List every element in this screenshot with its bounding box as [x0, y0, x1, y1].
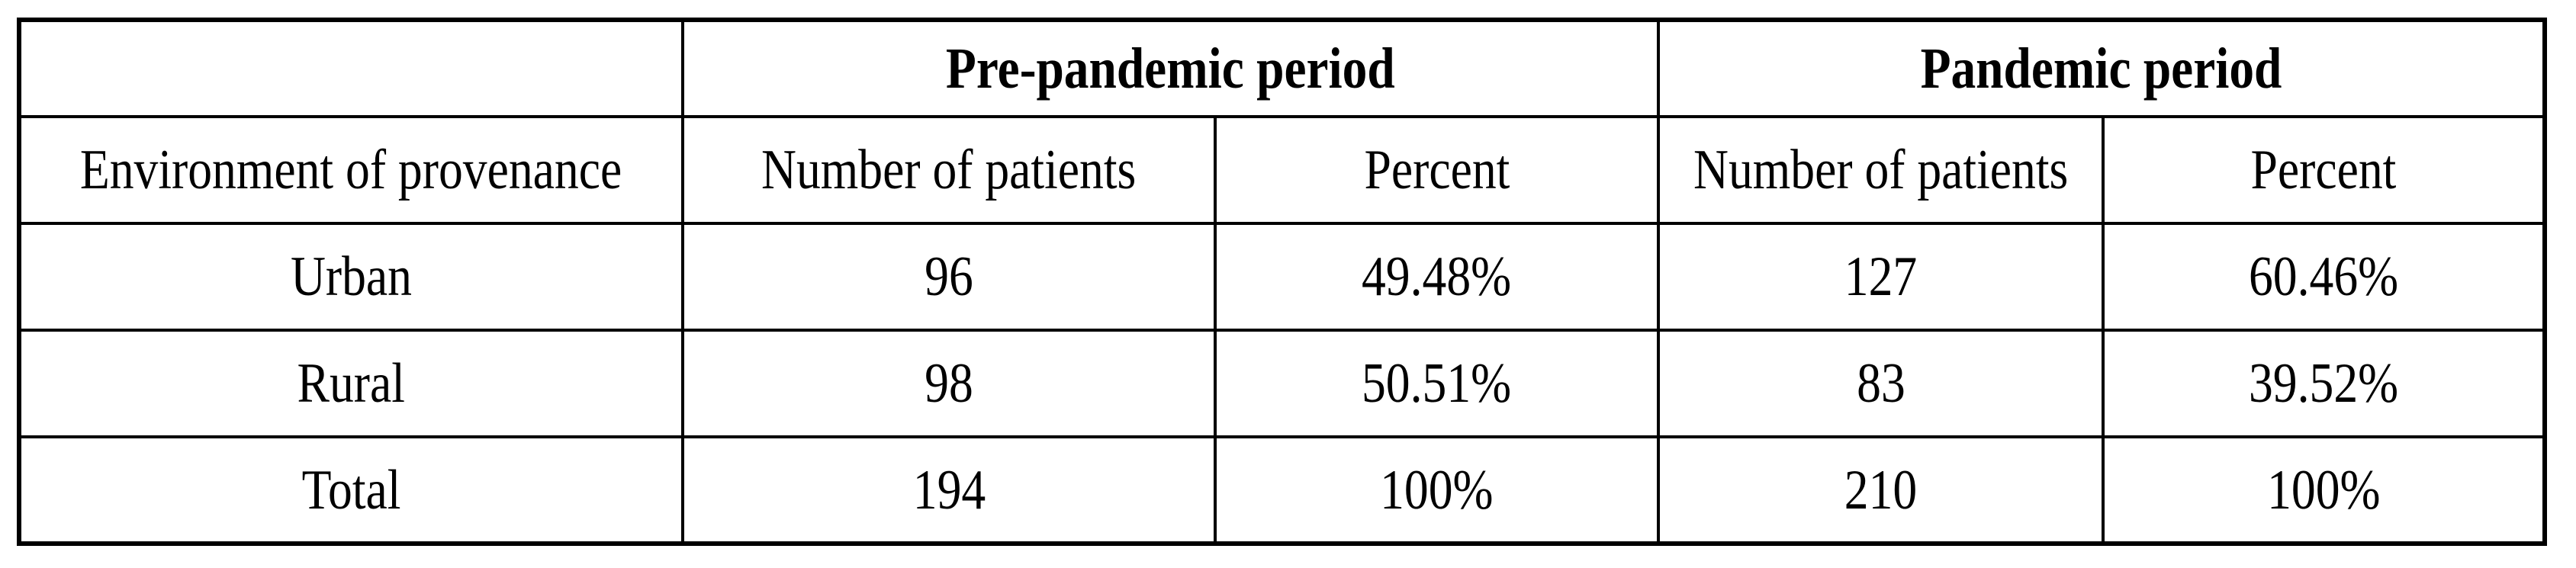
- subheader-label: Percent: [1364, 139, 1510, 201]
- data-cell: 98: [681, 329, 1217, 438]
- row-label: Rural: [297, 352, 406, 415]
- column-group-cell-pre-pandemic: Pre-pandemic period: [680, 18, 1661, 118]
- subheader-label: Number of patients: [761, 139, 1137, 201]
- corner-cell: [18, 18, 684, 118]
- row-header-title-cell: Environment of provenance: [18, 115, 684, 225]
- column-group-header-row: Pre-pandemic period Pandemic period: [18, 18, 2547, 118]
- data-value: 194: [912, 458, 986, 521]
- subheader-cell-pre-number: Number of patients: [681, 115, 1217, 225]
- data-cell: 96: [681, 222, 1217, 332]
- data-value: 100%: [1380, 458, 1494, 521]
- data-value: 100%: [2266, 458, 2381, 521]
- row-label-cell: Rural: [18, 329, 684, 438]
- subheader-label: Percent: [2250, 139, 2397, 201]
- data-value: 39.52%: [2248, 352, 2399, 415]
- column-group-cell-pandemic: Pandemic period: [1657, 18, 2547, 118]
- data-cell: 194: [681, 435, 1217, 545]
- subheader-cell-pan-number: Number of patients: [1657, 115, 2105, 225]
- subheader-cell-pre-percent: Percent: [1213, 115, 1661, 225]
- row-label: Total: [301, 458, 401, 521]
- data-value: 49.48%: [1362, 245, 1512, 308]
- data-cell: 49.48%: [1213, 222, 1661, 332]
- data-cell: 210: [1657, 435, 2105, 545]
- subheader-cell-pan-percent: Percent: [2102, 115, 2547, 225]
- data-value: 98: [925, 352, 973, 415]
- data-value: 50.51%: [1362, 352, 1512, 415]
- data-value: 127: [1844, 245, 1918, 308]
- subheader-label: Number of patients: [1693, 139, 2069, 201]
- data-cell: 83: [1657, 329, 2105, 438]
- data-cell: 50.51%: [1213, 329, 1661, 438]
- row-label-cell: Urban: [18, 222, 684, 332]
- patients-environment-table: Pre-pandemic period Pandemic period Envi…: [17, 18, 2548, 546]
- data-value: 60.46%: [2248, 245, 2399, 308]
- row-label-cell: Total: [18, 435, 684, 545]
- data-value: 83: [1856, 352, 1905, 415]
- table-row-rural: Rural 98 50.51% 83 39.52%: [18, 329, 2547, 438]
- table-row-urban: Urban 96 49.48% 127 60.46%: [18, 222, 2547, 332]
- data-cell: 100%: [2102, 435, 2547, 545]
- data-cell: 127: [1657, 222, 2105, 332]
- table-row-total: Total 194 100% 210 100%: [18, 435, 2547, 545]
- row-label: Urban: [290, 245, 413, 308]
- data-cell: 39.52%: [2102, 329, 2547, 438]
- column-group-label-pandemic: Pandemic period: [1920, 37, 2282, 101]
- row-header-title: Environment of provenance: [80, 139, 622, 201]
- data-cell: 100%: [1213, 435, 1661, 545]
- column-group-label-pre-pandemic: Pre-pandemic period: [946, 37, 1395, 101]
- data-value: 210: [1844, 458, 1918, 521]
- subheader-row: Environment of provenance Number of pati…: [18, 115, 2547, 225]
- data-cell: 60.46%: [2102, 222, 2547, 332]
- data-value: 96: [925, 245, 973, 308]
